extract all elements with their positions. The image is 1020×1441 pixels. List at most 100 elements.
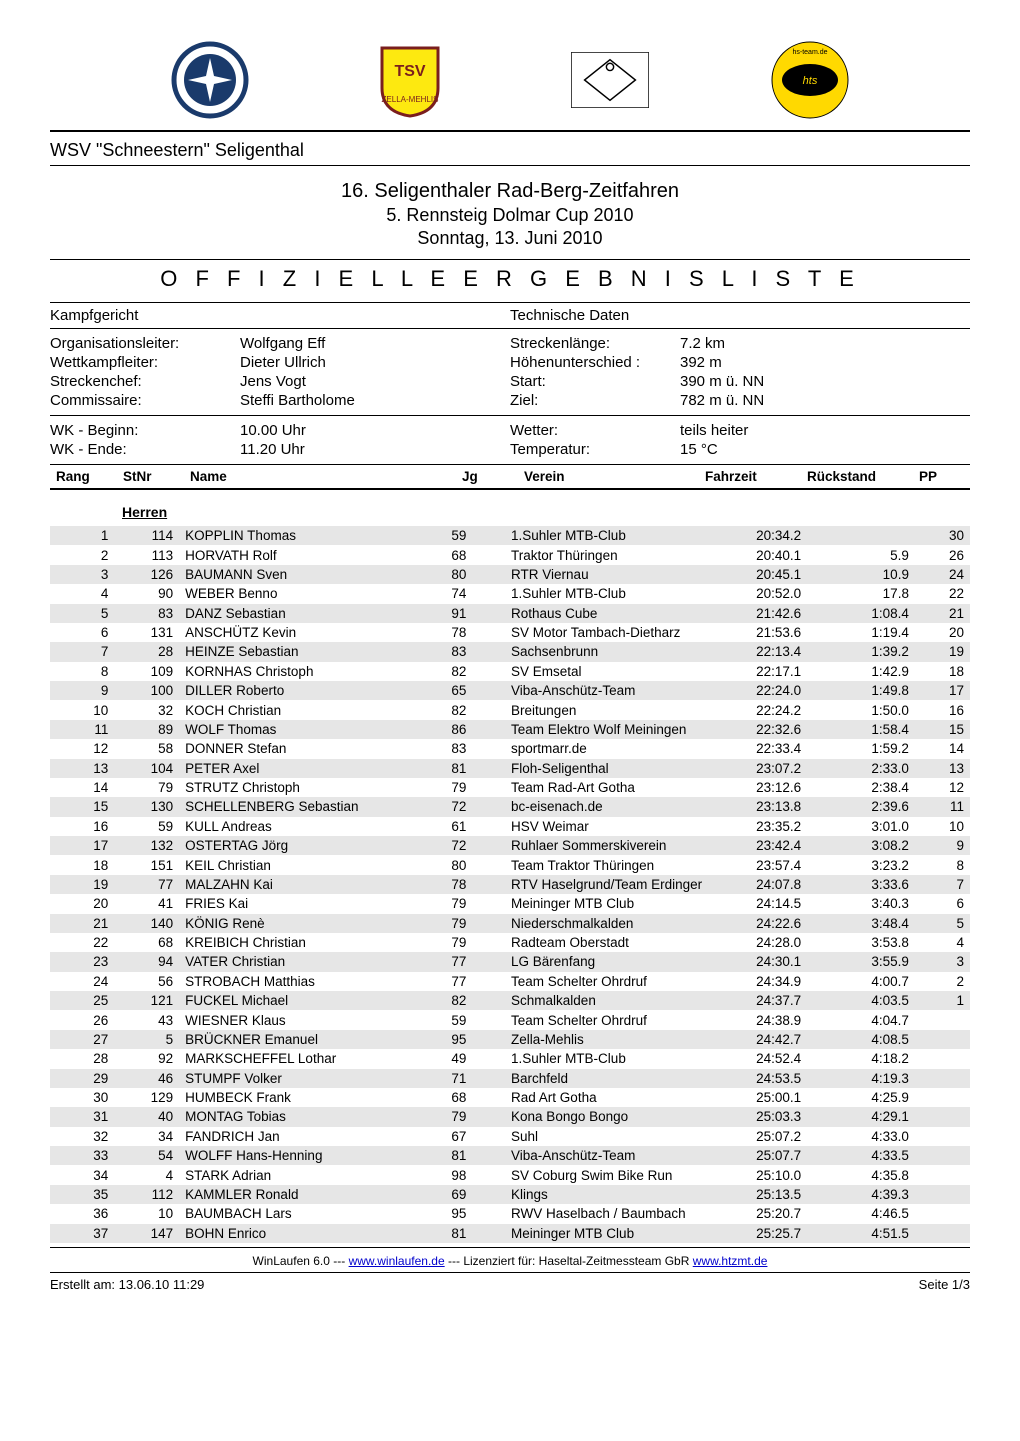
- info-row: Höhenunterschied :392 m: [510, 354, 970, 371]
- cell-rueck: 4:00.7: [807, 972, 915, 991]
- info-row: WK - Beginn:10.00 Uhr: [50, 422, 510, 439]
- category-label: Herren: [122, 504, 970, 520]
- cell-jg: 83: [445, 642, 505, 661]
- cell-pp: 13: [915, 759, 970, 778]
- table-row: 1479STRUTZ Christoph79Team Rad-Art Gotha…: [50, 778, 970, 797]
- cell-jg: 74: [445, 584, 505, 603]
- table-row: 9100DILLER Roberto65Viba-Anschütz-Team22…: [50, 681, 970, 700]
- cell-jg: 78: [445, 875, 505, 894]
- cell-fahrzeit: 20:34.2: [708, 526, 807, 545]
- cell-name: STROBACH Matthias: [179, 972, 445, 991]
- cell-rang: 32: [50, 1127, 114, 1146]
- jury2-col: WK - Beginn:10.00 Uhr WK - Ende:11.20 Uhr: [50, 420, 510, 460]
- cell-rang: 16: [50, 817, 114, 836]
- cell-pp: 19: [915, 642, 970, 661]
- info-label: Wetter:: [510, 422, 680, 439]
- col-verein: Verein: [518, 465, 699, 490]
- cell-rueck: 2:33.0: [807, 759, 915, 778]
- info-row: Wettkampfleiter:Dieter Ullrich: [50, 354, 510, 371]
- cell-stnr: 41: [114, 894, 179, 913]
- cell-rueck: 4:33.5: [807, 1146, 915, 1165]
- cell-rueck: [807, 526, 915, 545]
- table-row: 490WEBER Benno741.Suhler MTB-Club20:52.0…: [50, 584, 970, 603]
- cell-jg: 59: [445, 1010, 505, 1029]
- cell-jg: 83: [445, 739, 505, 758]
- cell-verein: Zella-Mehlis: [505, 1030, 708, 1049]
- cell-name: MONTAG Tobias: [179, 1107, 445, 1126]
- cell-fahrzeit: 24:22.6: [708, 914, 807, 933]
- software-link-2[interactable]: www.htzmt.de: [693, 1254, 768, 1268]
- cell-stnr: 56: [114, 972, 179, 991]
- svg-text:hs-team.de: hs-team.de: [792, 49, 827, 56]
- cell-pp: 9: [915, 836, 970, 855]
- cell-name: SCHELLENBERG Sebastian: [179, 797, 445, 816]
- cell-name: HEINZE Sebastian: [179, 642, 445, 661]
- cell-verein: Team Schelter Ohrdruf: [505, 972, 708, 991]
- cell-rueck: 3:33.6: [807, 875, 915, 894]
- cell-jg: 98: [445, 1165, 505, 1184]
- cell-stnr: 92: [114, 1049, 179, 1068]
- cell-rueck: 1:42.9: [807, 662, 915, 681]
- info-row: Ziel:782 m ü. NN: [510, 392, 970, 409]
- info-label: Streckenchef:: [50, 373, 240, 390]
- cell-rang: 1: [50, 526, 114, 545]
- jury-label: Kampfgericht: [50, 307, 510, 324]
- cell-name: WEBER Benno: [179, 584, 445, 603]
- table-row: 13104PETER Axel81Floh-Seligenthal23:07.2…: [50, 759, 970, 778]
- cell-stnr: 4: [114, 1165, 179, 1184]
- cell-fahrzeit: 23:35.2: [708, 817, 807, 836]
- cell-stnr: 114: [114, 526, 179, 545]
- cell-fahrzeit: 23:12.6: [708, 778, 807, 797]
- page-footer: Erstellt am: 13.06.10 11:29 Seite 1/3: [50, 1272, 970, 1292]
- col-rang: Rang: [50, 465, 117, 490]
- cell-jg: 79: [445, 933, 505, 952]
- cell-pp: 7: [915, 875, 970, 894]
- cell-name: FRIES Kai: [179, 894, 445, 913]
- cell-verein: Niederschmalkalden: [505, 914, 708, 933]
- results-header-row: Rang StNr Name Jg Verein Fahrzeit Rückst…: [50, 465, 970, 490]
- cell-rueck: 3:23.2: [807, 855, 915, 874]
- cell-name: OSTERTAG Jörg: [179, 836, 445, 855]
- cell-rang: 35: [50, 1185, 114, 1204]
- col-name: Name: [184, 465, 456, 490]
- cell-verein: 1.Suhler MTB-Club: [505, 1049, 708, 1068]
- cell-stnr: 113: [114, 545, 179, 564]
- info-label: Ziel:: [510, 392, 680, 409]
- cell-pp: 21: [915, 604, 970, 623]
- info-label: WK - Ende:: [50, 441, 240, 458]
- cell-pp: [915, 1049, 970, 1068]
- cell-stnr: 77: [114, 875, 179, 894]
- info-label: WK - Beginn:: [50, 422, 240, 439]
- cell-verein: Floh-Seligenthal: [505, 759, 708, 778]
- cell-pp: 8: [915, 855, 970, 874]
- info-row: Organisationsleiter:Wolfgang Eff: [50, 335, 510, 352]
- cell-pp: 2: [915, 972, 970, 991]
- cell-verein: SV Motor Tambach-Dietharz: [505, 623, 708, 642]
- cell-pp: [915, 1069, 970, 1088]
- cell-name: KULL Andreas: [179, 817, 445, 836]
- info-row: WK - Ende:11.20 Uhr: [50, 441, 510, 458]
- cell-jg: 82: [445, 700, 505, 719]
- cell-name: STRUTZ Christoph: [179, 778, 445, 797]
- tech-col: Streckenlänge:7.2 kmHöhenunterschied :39…: [510, 333, 970, 411]
- table-row: 3610BAUMBACH Lars95RWV Haselbach / Baumb…: [50, 1204, 970, 1223]
- cell-stnr: 94: [114, 952, 179, 971]
- cell-fahrzeit: 23:07.2: [708, 759, 807, 778]
- cell-jg: 80: [445, 565, 505, 584]
- cell-jg: 77: [445, 952, 505, 971]
- cell-pp: 14: [915, 739, 970, 758]
- cell-jg: 61: [445, 817, 505, 836]
- info-row: Streckenchef:Jens Vogt: [50, 373, 510, 390]
- cell-rang: 28: [50, 1049, 114, 1068]
- cell-rang: 9: [50, 681, 114, 700]
- event-date: Sonntag, 13. Juni 2010: [50, 228, 970, 249]
- cell-fahrzeit: 23:57.4: [708, 855, 807, 874]
- cell-pp: 12: [915, 778, 970, 797]
- table-row: 1189WOLF Thomas86Team Elektro Wolf Meini…: [50, 720, 970, 739]
- software-link-1[interactable]: www.winlaufen.de: [349, 1254, 445, 1268]
- table-row: 2643WIESNER Klaus59Team Schelter Ohrdruf…: [50, 1010, 970, 1029]
- cell-stnr: 79: [114, 778, 179, 797]
- cell-stnr: 89: [114, 720, 179, 739]
- cell-stnr: 131: [114, 623, 179, 642]
- cell-name: BOHN Enrico: [179, 1224, 445, 1243]
